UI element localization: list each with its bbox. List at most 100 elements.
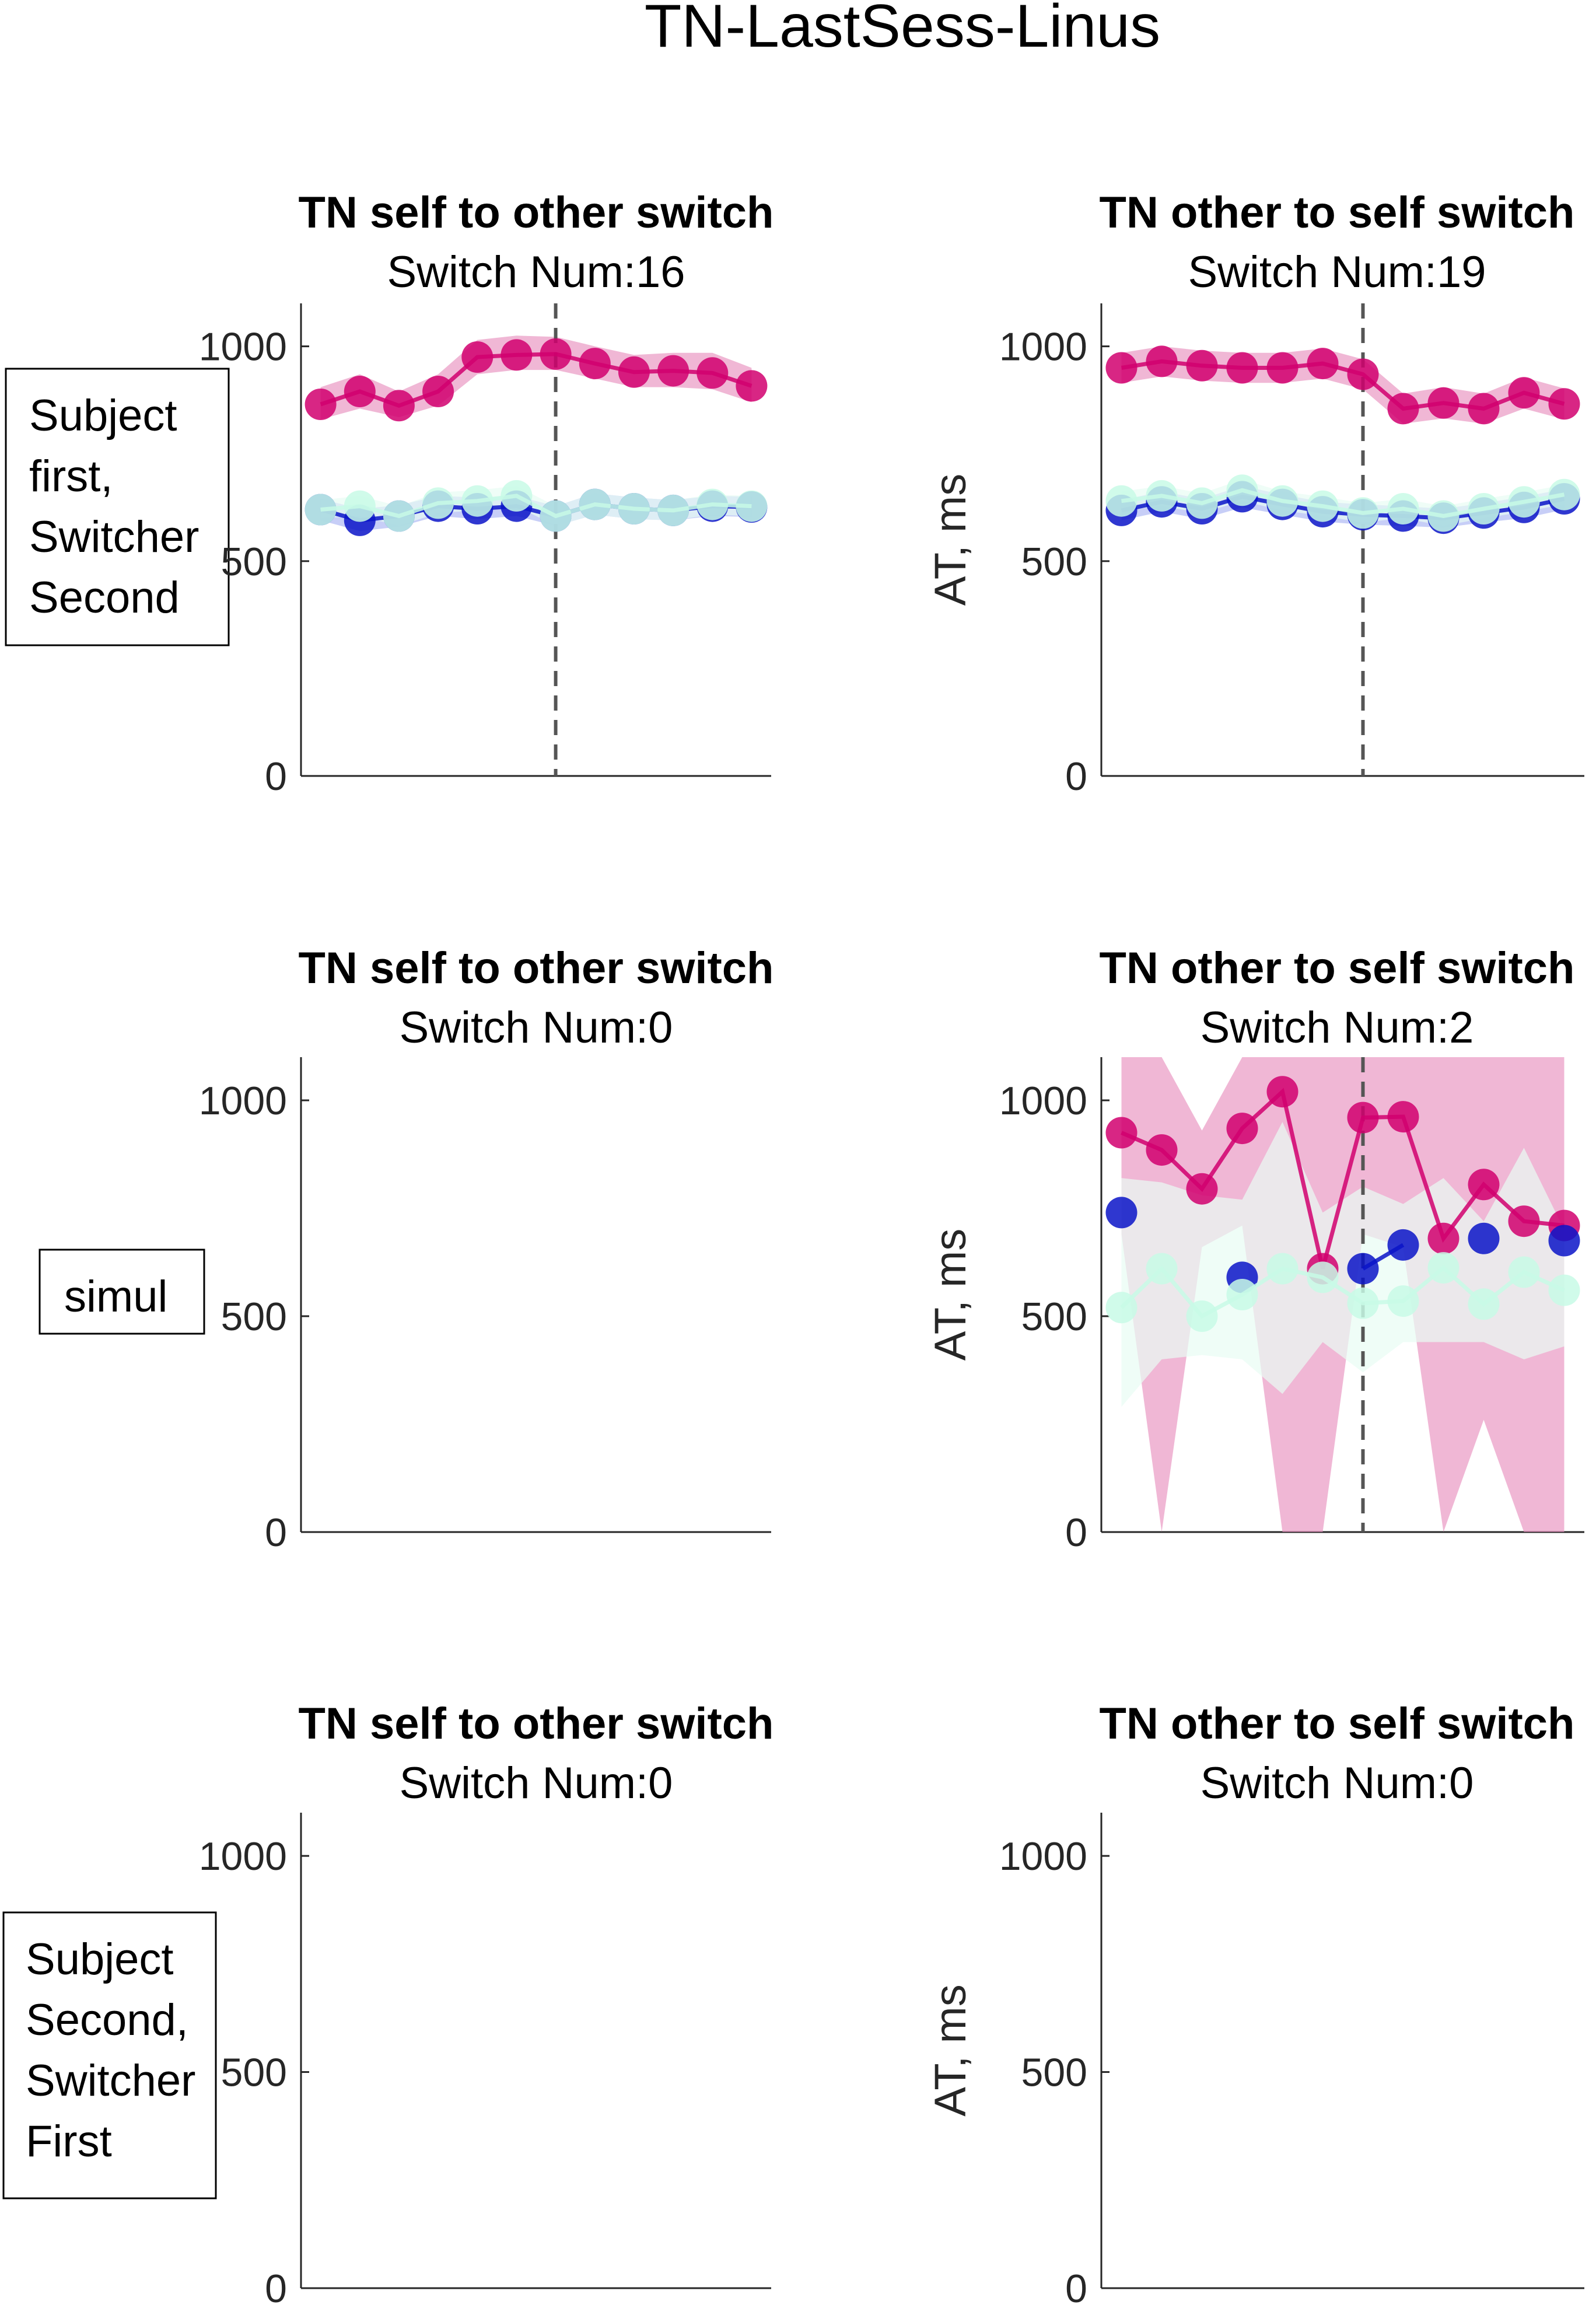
chart-panel-4: TN self to other switch Switch Num:0 0 500 1… — [199, 1699, 774, 2308]
series-band-mint — [1121, 1122, 1564, 1407]
data-point-mint — [1146, 1253, 1178, 1285]
data-point-magenta — [1387, 1101, 1419, 1133]
data-point-mint — [696, 488, 729, 520]
data-point-magenta — [1186, 1173, 1218, 1205]
data-point-mint — [1146, 480, 1178, 512]
data-point-mint — [383, 500, 415, 532]
panel-subtitle: Switch Num:0 — [1200, 1758, 1474, 1808]
data-point-magenta — [1508, 377, 1540, 409]
y-axis-label: AT, ms — [926, 1984, 975, 2117]
data-point-mint — [736, 490, 768, 522]
data-point-magenta — [696, 357, 729, 389]
data-point-magenta — [736, 370, 768, 402]
data-point-magenta — [1146, 345, 1178, 377]
y-tick-label: 500 — [1021, 1295, 1087, 1339]
data-point-magenta — [1347, 358, 1379, 390]
data-point-mint — [422, 487, 454, 519]
data-point-mint — [1226, 474, 1258, 506]
data-point-magenta — [1105, 352, 1138, 384]
data-point-mint — [1347, 1287, 1379, 1319]
panel-subtitle: Switch Num:16 — [387, 247, 685, 297]
data-point-magenta — [1105, 1117, 1138, 1149]
y-tick-label: 0 — [1065, 754, 1087, 799]
data-point-magenta — [461, 341, 494, 373]
data-point-magenta — [501, 339, 533, 371]
y-tick-label: 1000 — [999, 1079, 1087, 1123]
data-point-mint — [1307, 1261, 1339, 1293]
chart-panel-1: TN other to self switch Switch Num:19 0 500… — [926, 188, 1584, 799]
row-label-line: Second — [29, 573, 180, 623]
data-point-magenta — [422, 376, 454, 407]
y-axis-label: AT, ms — [926, 474, 975, 606]
row-label-line: Subject — [26, 1935, 174, 1984]
data-point-mint — [1387, 493, 1419, 524]
data-point-mint — [1226, 1279, 1258, 1310]
data-point-mint — [1468, 1288, 1500, 1320]
data-point-magenta — [657, 355, 690, 387]
panel-title: TN other to self switch — [1100, 188, 1575, 237]
row-label-0: Subject first, Switcher Second — [5, 368, 230, 646]
data-point-magenta — [1266, 352, 1298, 384]
data-point-magenta — [1468, 1169, 1500, 1201]
data-point-mint — [1468, 493, 1500, 524]
row-label-line: first, — [29, 452, 113, 501]
data-point-magenta — [1548, 388, 1580, 420]
data-point-magenta — [618, 356, 650, 388]
figure-title: TN-LastSess-Linus — [645, 0, 1160, 60]
data-point-mint — [304, 494, 337, 526]
y-tick-label: 1000 — [999, 1834, 1087, 1879]
data-point-mint — [344, 490, 376, 522]
y-tick-label: 0 — [1065, 2267, 1087, 2308]
data-point-blue — [1387, 1229, 1419, 1261]
y-tick-label: 500 — [221, 1295, 287, 1339]
chart-panel-5: TN other to self switch Switch Num:0 0 500 1… — [926, 1699, 1584, 2308]
row-label-line: simul — [64, 1272, 167, 1321]
data-point-mint — [618, 493, 650, 524]
data-point-magenta — [383, 390, 415, 422]
y-tick-label: 0 — [265, 1510, 287, 1555]
panel-subtitle: Switch Num:2 — [1200, 1003, 1474, 1052]
y-tick-label: 0 — [265, 2267, 287, 2308]
data-point-mint — [1508, 486, 1540, 518]
data-point-magenta — [1146, 1134, 1178, 1166]
data-point-magenta — [1186, 349, 1218, 382]
panel-subtitle: Switch Num:0 — [400, 1003, 673, 1052]
data-point-mint — [657, 494, 690, 526]
data-point-blue — [1105, 1197, 1138, 1229]
panel-subtitle: Switch Num:0 — [400, 1758, 673, 1808]
row-label-line: Switcher — [26, 2056, 195, 2106]
y-axis-label: AT, ms — [926, 1229, 975, 1361]
data-point-mint — [501, 480, 533, 512]
data-point-mint — [1548, 478, 1580, 510]
data-point-magenta — [1347, 1101, 1379, 1134]
row-label-2: Subject Second, Switcher First — [2, 1911, 217, 2199]
chart-panel-2: TN self to other switch Switch Num:0 0 500 1… — [199, 943, 774, 1555]
data-point-mint — [1266, 485, 1298, 517]
data-point-magenta — [1508, 1205, 1540, 1237]
data-point-mint — [1266, 1253, 1298, 1285]
data-point-magenta — [1468, 393, 1500, 425]
panels: TN self to other switch Switch Num:16 0 500… — [199, 188, 1584, 2308]
y-tick-label: 1000 — [199, 1834, 287, 1879]
panel-title: TN self to other switch — [299, 943, 774, 993]
row-label-line: Second, — [26, 1995, 188, 2045]
data-point-mint — [461, 485, 494, 517]
y-tick-label: 500 — [1021, 2051, 1087, 2095]
data-point-magenta — [1427, 1222, 1460, 1254]
data-point-mint — [1347, 497, 1379, 529]
data-point-mint — [1105, 485, 1138, 517]
panel-subtitle: Switch Num:19 — [1188, 247, 1486, 297]
data-point-blue — [1468, 1222, 1500, 1254]
panel-title: TN other to self switch — [1100, 1699, 1575, 1749]
data-point-mint — [579, 488, 611, 520]
row-label-line: Switcher — [29, 512, 199, 562]
data-point-magenta — [344, 376, 376, 407]
data-point-mint — [1186, 487, 1218, 519]
panel-title: TN self to other switch — [299, 188, 774, 237]
data-point-mint — [1186, 1300, 1218, 1332]
data-point-magenta — [1307, 348, 1339, 380]
y-tick-label: 500 — [221, 540, 287, 584]
chart-panel-3: TN other to self switch Switch Num:2 0 500 1… — [926, 943, 1584, 1555]
data-point-mint — [540, 500, 572, 532]
